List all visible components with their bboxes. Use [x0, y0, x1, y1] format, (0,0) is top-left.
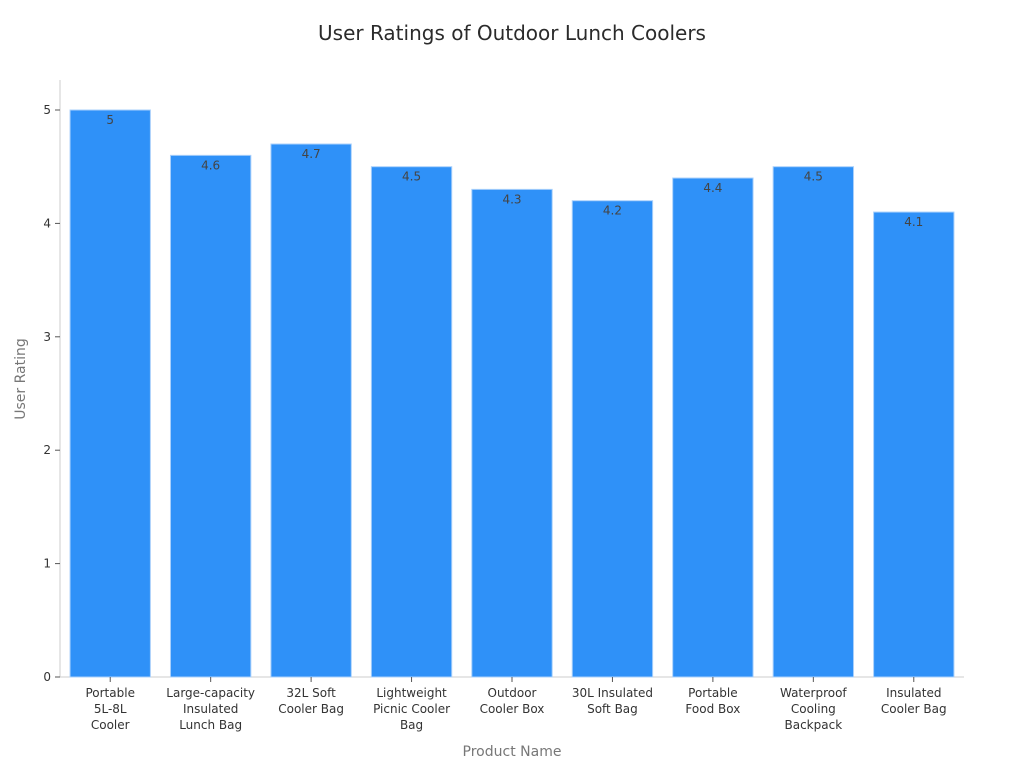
x-tick-label: Large-capacity Insulated Lunch Bag: [166, 686, 255, 732]
bar: [672, 177, 754, 678]
y-axis-title: User Rating: [13, 338, 29, 420]
bar: [471, 188, 553, 678]
bar-value-label: 5: [106, 113, 114, 127]
x-tick-label-line: Large-capacity: [166, 686, 255, 700]
bar: [370, 166, 453, 678]
x-tick-label: Portable Food Box: [685, 686, 740, 716]
bar-value-label: 4.6: [201, 158, 220, 172]
x-tick-label: Lightweight Picnic Cooler Bag: [373, 686, 450, 732]
bar-value-label: 4.3: [502, 192, 521, 206]
bar: [873, 211, 955, 678]
x-axis-title: Product Name: [463, 744, 562, 760]
x-tick-label: 30L Insulated Soft Bag: [572, 686, 653, 716]
chart-title: User Ratings of Outdoor Lunch Coolers: [318, 21, 706, 45]
x-tick-label-line: Picnic Cooler: [373, 702, 450, 716]
x-tick-label-line: Portable: [688, 686, 737, 700]
y-tick-label: 5: [43, 103, 51, 117]
x-tick-label: Waterproof Cooling Backpack: [780, 686, 847, 732]
x-tick-label-line: Cooler Bag: [278, 702, 344, 716]
bar-value-label: 4.7: [302, 147, 321, 161]
x-tick-label: Portable 5L-8L Cooler: [85, 686, 134, 732]
x-tick-label-line: Waterproof: [780, 686, 847, 700]
category-labels: Portable 5L-8L Cooler Large-capacity Insulat…: [85, 677, 947, 732]
y-tick-label: 0: [43, 670, 51, 684]
x-tick-label: Outdoor Cooler Box: [480, 686, 545, 716]
bar: [772, 166, 855, 678]
bars: [69, 109, 955, 678]
x-tick-label-line: Cooling: [791, 702, 836, 716]
x-tick-label-line: Portable: [85, 686, 134, 700]
y-tick-label: 3: [43, 330, 51, 344]
x-tick-label-line: Outdoor: [488, 686, 537, 700]
x-tick-label-line: Backpack: [785, 718, 843, 732]
bar-value-label: 4.2: [603, 204, 622, 218]
x-tick-label-line: Cooler: [91, 718, 130, 732]
x-tick-label: Insulated Cooler Bag: [881, 686, 947, 716]
bar-value-label: 4.5: [402, 170, 421, 184]
bar: [169, 154, 252, 678]
bar-value-label: 4.4: [703, 181, 722, 195]
bar-value-label: 4.1: [904, 215, 923, 229]
x-tick-label: 32L Soft Cooler Bag: [278, 686, 344, 716]
y-ticks: 0 1 2 3 4 5: [43, 103, 60, 684]
bar: [69, 109, 151, 678]
x-tick-label-line: Soft Bag: [587, 702, 638, 716]
x-tick-label-line: Cooler Bag: [881, 702, 947, 716]
bar: [270, 143, 352, 678]
bar-value-label: 4.5: [804, 170, 823, 184]
x-tick-label-line: 32L Soft: [286, 686, 336, 700]
x-tick-label-line: Lightweight: [376, 686, 447, 700]
x-tick-label-line: 5L-8L: [94, 702, 127, 716]
x-tick-label-line: Insulated: [886, 686, 941, 700]
y-tick-label: 2: [43, 443, 51, 457]
x-tick-label-line: Cooler Box: [480, 702, 545, 716]
x-tick-label-line: Bag: [400, 718, 423, 732]
bar: [571, 200, 654, 678]
x-tick-label-line: 30L Insulated: [572, 686, 653, 700]
x-tick-label-line: Insulated: [183, 702, 238, 716]
y-tick-label: 1: [43, 557, 51, 571]
data-labels: 5 4.6 4.7 4.5 4.3 4.2 4.4 4.5 4.1: [106, 113, 923, 229]
x-tick-label-line: Lunch Bag: [179, 718, 242, 732]
y-tick-label: 4: [43, 216, 51, 230]
x-tick-label-line: Food Box: [685, 702, 740, 716]
